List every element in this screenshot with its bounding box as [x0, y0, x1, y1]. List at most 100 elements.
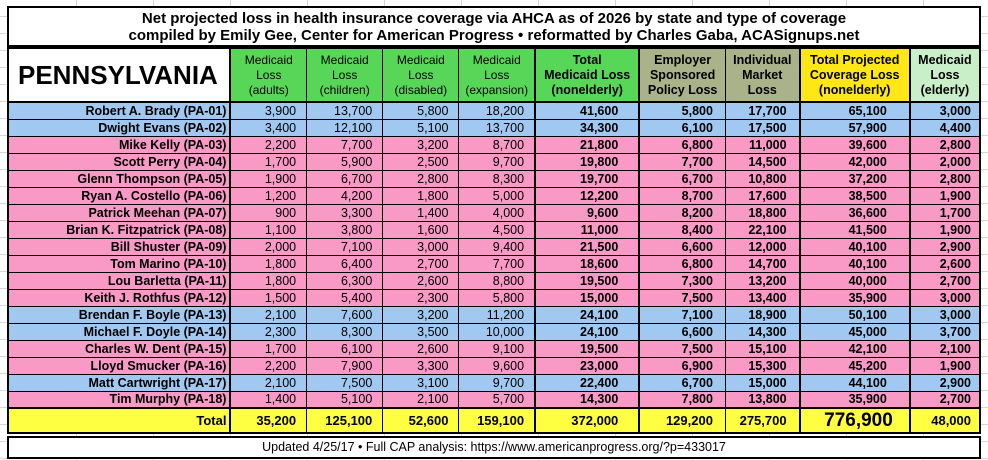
cell-medicaid-expansion: 10,000 [458, 322, 536, 341]
cell-total-projected: 40,100 [798, 237, 911, 256]
cell-medicaid-adults: 1,700 [229, 339, 308, 358]
col-header-medicaid-disabled: Medicaid Loss (disabled) [382, 47, 460, 103]
cell-total-medicaid: 11,000 [534, 220, 641, 239]
cell-total-medicaid: 19,700 [534, 169, 641, 188]
cell-medicaid-elderly: 1,900 [909, 220, 981, 239]
cell-employer-loss: 7,700 [638, 152, 726, 171]
table-header: PENNSYLVANIA Medicaid Loss (adults) Medi… [7, 47, 981, 103]
district-rep-name: Bill Shuster (PA-09) [7, 237, 232, 256]
cell-medicaid-expansion: 11,200 [458, 305, 536, 324]
col-header-medicaid-children: Medicaid Loss (children) [306, 47, 384, 103]
table-row: Glenn Thompson (PA-05) 1,900 6,700 2,800… [7, 169, 981, 188]
cell-medicaid-disabled: 2,600 [382, 339, 460, 358]
cell-employer-loss: 7,500 [638, 288, 726, 307]
cell-medicaid-expansion: 9,700 [458, 373, 536, 392]
cell-medicaid-children: 6,400 [306, 254, 384, 273]
cell-individual-loss: 17,600 [724, 186, 801, 205]
title-line-1: Net projected loss in health insurance c… [141, 10, 847, 27]
table-title: Net projected loss in health insurance c… [7, 6, 981, 47]
district-rep-name: Brendan F. Boyle (PA-13) [7, 305, 232, 324]
cell-individual-loss: 14,300 [724, 322, 801, 341]
cell-individual-loss: 17,500 [724, 118, 801, 137]
cell-medicaid-children: 12,100 [306, 118, 384, 137]
cell-employer-loss: 8,700 [638, 186, 726, 205]
cell-employer-loss: 6,800 [638, 254, 726, 273]
cell-employer-loss: 6,600 [638, 322, 726, 341]
total-total-medicaid: 372,000 [534, 407, 641, 434]
cell-medicaid-disabled: 2,500 [382, 152, 460, 171]
cell-total-projected: 42,000 [798, 152, 911, 171]
cell-medicaid-disabled: 3,200 [382, 305, 460, 324]
cell-total-medicaid: 24,100 [534, 305, 641, 324]
district-rep-name: Tom Marino (PA-10) [7, 254, 232, 273]
table-row: Lloyd Smucker (PA-16) 2,200 7,900 3,300 … [7, 356, 981, 375]
table-row: Michael F. Doyle (PA-14) 2,300 8,300 3,5… [7, 322, 981, 341]
cell-medicaid-disabled: 5,800 [382, 101, 460, 120]
table-row: Brendan F. Boyle (PA-13) 2,100 7,600 3,2… [7, 305, 981, 324]
cell-medicaid-elderly: 3,000 [909, 101, 981, 120]
cell-employer-loss: 6,100 [638, 118, 726, 137]
cell-medicaid-elderly: 2,600 [909, 254, 981, 273]
cell-total-medicaid: 22,400 [534, 373, 641, 392]
cell-medicaid-adults: 2,200 [229, 135, 308, 154]
cell-individual-loss: 14,700 [724, 254, 801, 273]
table-row: Tom Marino (PA-10) 1,800 6,400 2,700 7,7… [7, 254, 981, 273]
col-header-medicaid-adults: Medicaid Loss (adults) [229, 47, 308, 103]
table-row: Keith J. Rothfus (PA-12) 1,500 5,400 2,3… [7, 288, 981, 307]
cell-medicaid-adults: 2,100 [229, 305, 308, 324]
cell-individual-loss: 18,900 [724, 305, 801, 324]
cell-medicaid-adults: 1,100 [229, 220, 308, 239]
cell-medicaid-children: 3,800 [306, 220, 384, 239]
table-row: Brian K. Fitzpatrick (PA-08) 1,100 3,800… [7, 220, 981, 239]
total-row: Total 35,200 125,100 52,600 159,100 372,… [7, 407, 981, 434]
cell-medicaid-disabled: 3,300 [382, 356, 460, 375]
cell-medicaid-expansion: 7,700 [458, 254, 536, 273]
district-rep-name: Glenn Thompson (PA-05) [7, 169, 232, 188]
district-rep-name: Charles W. Dent (PA-15) [7, 339, 232, 358]
cell-individual-loss: 13,200 [724, 271, 801, 290]
cell-medicaid-disabled: 2,800 [382, 169, 460, 188]
cell-medicaid-elderly: 4,400 [909, 118, 981, 137]
table-row: Tim Murphy (PA-18) 1,400 5,100 2,100 5,7… [7, 390, 981, 409]
cell-medicaid-adults: 1,400 [229, 390, 308, 409]
total-medicaid-disabled: 52,600 [382, 407, 460, 434]
total-medicaid-children: 125,100 [306, 407, 384, 434]
cell-medicaid-elderly: 2,700 [909, 271, 981, 290]
cell-medicaid-adults: 1,700 [229, 152, 308, 171]
cell-medicaid-adults: 3,900 [229, 101, 308, 120]
total-projected-loss: 776,900 [798, 407, 911, 434]
cell-individual-loss: 15,000 [724, 373, 801, 392]
district-rep-name: Matt Cartwright (PA-17) [7, 373, 232, 392]
cell-medicaid-disabled: 2,300 [382, 288, 460, 307]
col-header-employer-loss: Employer Sponsored Policy Loss [638, 47, 726, 103]
cell-total-medicaid: 41,600 [534, 101, 641, 120]
cell-total-projected: 57,900 [798, 118, 911, 137]
cell-individual-loss: 11,000 [724, 135, 801, 154]
cell-employer-loss: 8,200 [638, 203, 726, 222]
cell-medicaid-adults: 2,100 [229, 373, 308, 392]
cell-total-medicaid: 24,100 [534, 322, 641, 341]
district-rep-name: Brian K. Fitzpatrick (PA-08) [7, 220, 232, 239]
cell-employer-loss: 7,500 [638, 339, 726, 358]
cell-medicaid-children: 6,700 [306, 169, 384, 188]
cell-medicaid-expansion: 13,700 [458, 118, 536, 137]
cell-medicaid-elderly: 3,700 [909, 322, 981, 341]
cell-medicaid-disabled: 2,100 [382, 390, 460, 409]
total-employer-loss: 129,200 [638, 407, 726, 434]
district-rep-name: Mike Kelly (PA-03) [7, 135, 232, 154]
cell-total-medicaid: 19,500 [534, 271, 641, 290]
cell-medicaid-children: 13,700 [306, 101, 384, 120]
total-medicaid-adults: 35,200 [229, 407, 308, 434]
cell-individual-loss: 22,100 [724, 220, 801, 239]
cell-total-medicaid: 21,500 [534, 237, 641, 256]
cell-medicaid-children: 6,100 [306, 339, 384, 358]
cell-medicaid-disabled: 1,600 [382, 220, 460, 239]
cell-medicaid-elderly: 2,900 [909, 373, 981, 392]
table-row: Mike Kelly (PA-03) 2,200 7,700 3,200 8,7… [7, 135, 981, 154]
cell-medicaid-elderly: 2,800 [909, 169, 981, 188]
cell-medicaid-adults: 1,800 [229, 271, 308, 290]
cell-medicaid-expansion: 9,100 [458, 339, 536, 358]
spreadsheet-table: Net projected loss in health insurance c… [7, 6, 981, 459]
cell-medicaid-children: 5,100 [306, 390, 384, 409]
cell-total-medicaid: 15,000 [534, 288, 641, 307]
